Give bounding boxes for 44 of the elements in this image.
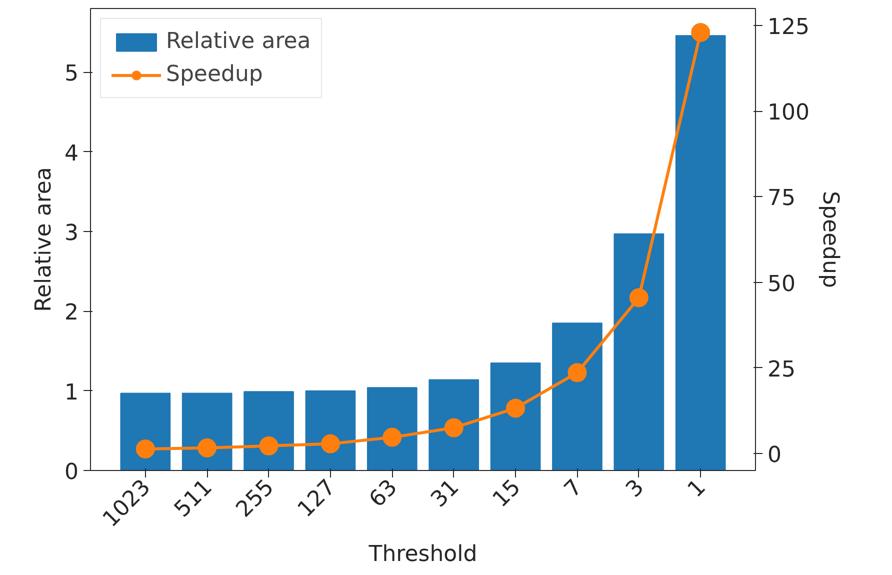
- bar: [490, 362, 541, 470]
- legend-label: Relative area: [166, 29, 311, 54]
- x-tick-label: 3: [622, 475, 650, 503]
- bar: [182, 392, 232, 470]
- legend-label: Speedup: [166, 62, 263, 87]
- point: [629, 288, 648, 308]
- point: [506, 398, 526, 418]
- y-tick-label: 4: [64, 141, 79, 166]
- x-tick-label: 63: [364, 475, 402, 513]
- point: [444, 418, 464, 438]
- bar: [614, 233, 664, 470]
- x-axis-title: Threshold: [368, 542, 478, 568]
- point: [320, 434, 340, 454]
- x-tick-label: 15: [488, 475, 526, 513]
- point: [382, 428, 402, 447]
- y-tick-label: 5: [64, 62, 79, 87]
- bar: [244, 391, 294, 470]
- point: [259, 436, 278, 456]
- bar: [552, 322, 602, 470]
- x-tick-label: 1: [683, 475, 711, 503]
- bar: [120, 392, 171, 470]
- y2-tick-label: 50: [768, 272, 796, 297]
- y2-tick-label: 75: [768, 186, 796, 212]
- point: [198, 438, 217, 458]
- bar: [366, 387, 418, 470]
- y2-tick-label: 125: [768, 15, 810, 40]
- point: [136, 439, 155, 458]
- y2-tick-label: 100: [768, 100, 810, 126]
- y-axis-title: Relative area: [32, 167, 57, 312]
- y2-tick-label: 25: [768, 357, 796, 382]
- y-tick-label: 3: [64, 221, 79, 246]
- bar: [675, 35, 726, 470]
- x-tick-label: 31: [426, 475, 464, 513]
- y-tick-label: 0: [64, 460, 79, 485]
- y2-axis-title: Speedup: [817, 191, 842, 288]
- point: [691, 22, 710, 42]
- bar: [428, 379, 480, 470]
- point: [568, 363, 587, 382]
- y2-tick-label: 0: [768, 442, 782, 468]
- x-tick-label: 511: [170, 475, 218, 522]
- bar: [305, 390, 356, 470]
- y-tick-label: 1: [64, 380, 79, 406]
- y-tick-label: 2: [64, 300, 79, 326]
- x-tick-label: 7: [560, 475, 588, 503]
